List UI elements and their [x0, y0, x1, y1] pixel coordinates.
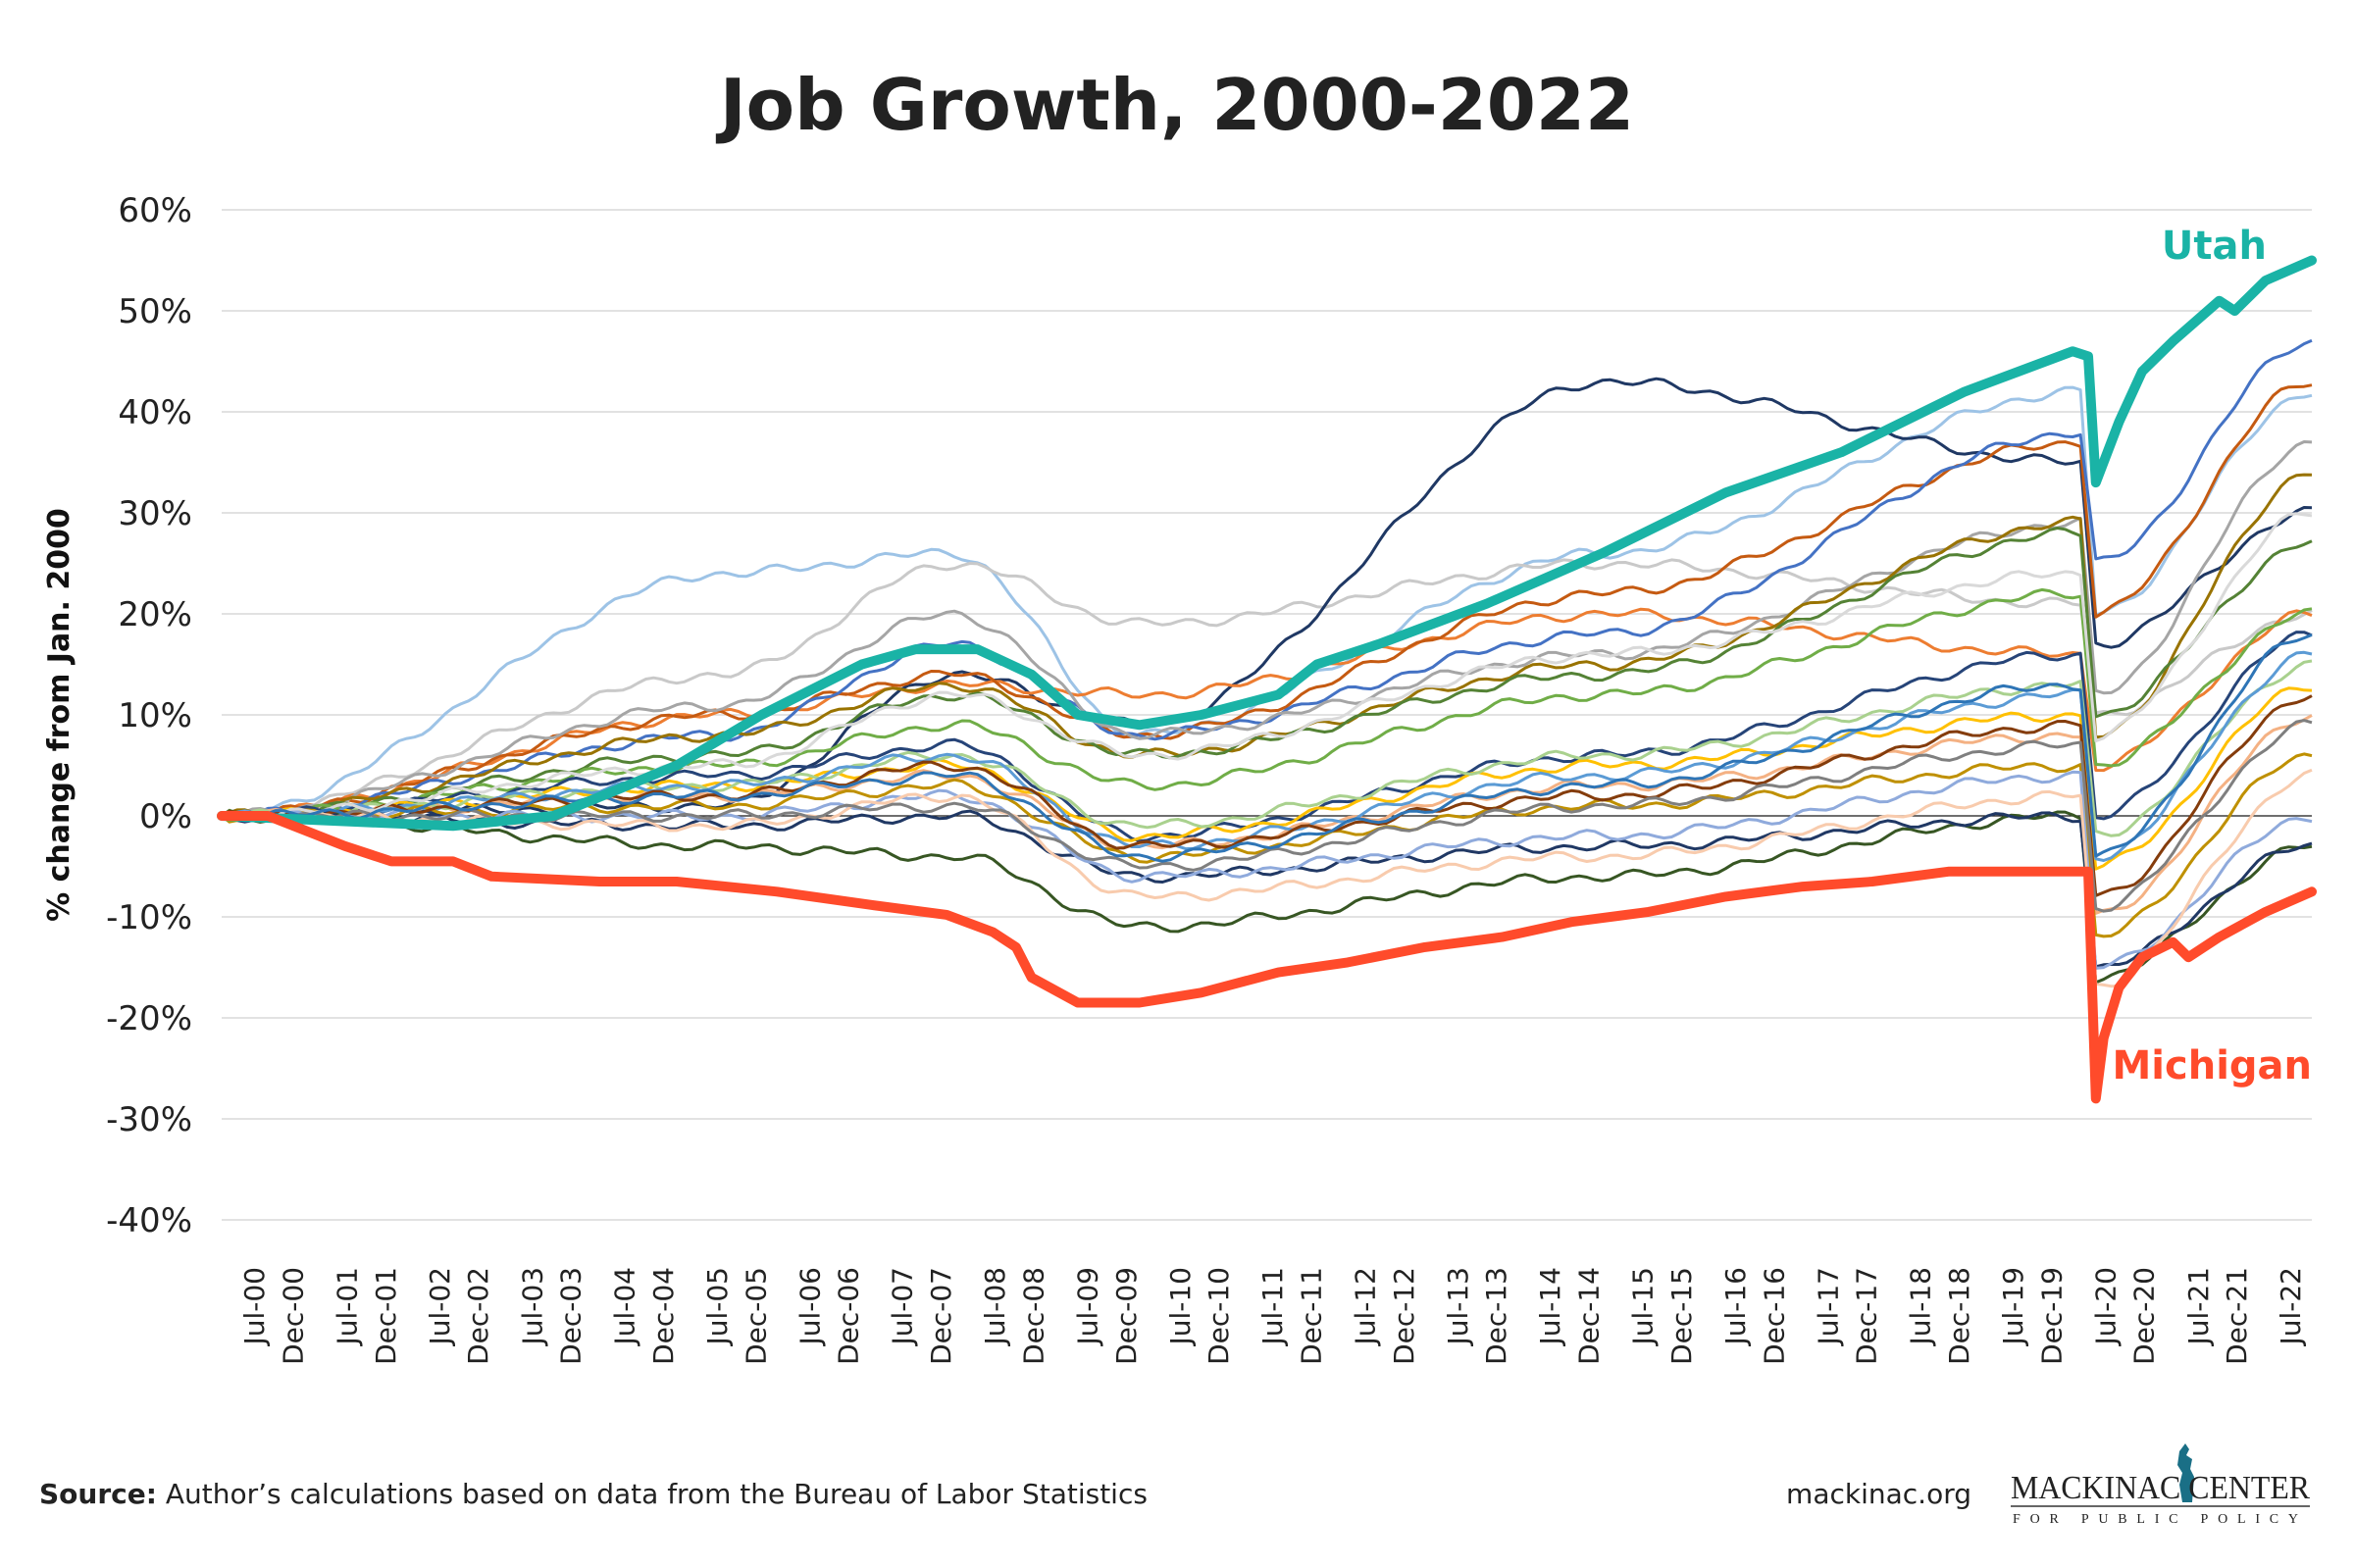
x-tick-label: Jul-20	[2089, 1267, 2122, 1347]
x-tick-label: Jul-02	[424, 1267, 456, 1347]
x-tick-label: Jul-16	[1719, 1267, 1752, 1347]
x-tick-label: Dec-07	[925, 1267, 957, 1365]
x-tick-label: Dec-18	[1943, 1267, 1975, 1365]
x-tick-label: Dec-11	[1295, 1267, 1327, 1365]
y-tick-label: -20%	[106, 999, 192, 1038]
x-tick-label: Dec-02	[462, 1267, 494, 1365]
x-tick-label: Dec-09	[1110, 1267, 1143, 1365]
highlighted-series	[217, 255, 2317, 1104]
y-tick-label: -10%	[106, 898, 192, 937]
y-tick-label: -30%	[106, 1100, 192, 1139]
y-tick-label: 10%	[118, 696, 192, 735]
state-series-line	[221, 527, 2313, 821]
michigan-label: Michigan	[2112, 1043, 2312, 1088]
x-tick-label: Dec-08	[1017, 1267, 1049, 1365]
x-tick-label: Jul-00	[238, 1267, 271, 1347]
state-series	[221, 338, 2313, 988]
state-series-line	[221, 631, 2313, 843]
x-tick-label: Dec-10	[1203, 1267, 1235, 1365]
michigan-series-line	[217, 811, 2317, 1104]
x-tick-label: Dec-21	[2221, 1267, 2253, 1365]
y-tick-label: 20%	[118, 595, 192, 634]
state-series-line	[221, 768, 2313, 988]
x-tick-label: Jul-22	[2275, 1267, 2307, 1347]
y-tick-label: 0%	[139, 797, 192, 836]
x-tick-label: Dec-14	[1573, 1267, 1606, 1365]
x-tick-label: Jul-05	[701, 1267, 734, 1347]
x-tick-label: Jul-18	[1905, 1267, 1937, 1347]
chart-title: Job Growth, 2000-2022	[715, 64, 1634, 146]
x-tick-label: Dec-06	[833, 1267, 865, 1365]
x-tick-label: Jul-14	[1534, 1267, 1566, 1347]
source-text: Author’s calculations based on data from…	[157, 1478, 1148, 1510]
y-tick-labels: 60% 50% 40% 30% 20% 10% 0% -10% -20% -30% -40%	[106, 191, 192, 1240]
x-tick-label: Dec-13	[1480, 1267, 1512, 1365]
x-tick-label: Dec-04	[647, 1267, 680, 1365]
website-link[interactable]: mackinac.org	[1786, 1478, 1971, 1510]
x-tick-label: Jul-06	[793, 1267, 826, 1347]
x-tick-label: Jul-10	[1164, 1267, 1197, 1347]
x-tick-label: Jul-03	[516, 1267, 548, 1347]
x-tick-label: Jul-08	[979, 1267, 1011, 1347]
x-tick-label: Dec-01	[370, 1267, 402, 1365]
x-tick-label: Jul-12	[1350, 1267, 1382, 1347]
x-tick-label: Jul-21	[2182, 1267, 2215, 1347]
x-tick-label: Dec-05	[740, 1267, 772, 1365]
x-tick-label: Dec-17	[1851, 1267, 1883, 1365]
y-tick-label: 50%	[118, 292, 192, 331]
x-tick-label: Jul-11	[1256, 1267, 1289, 1347]
y-tick-label: 60%	[118, 191, 192, 230]
x-tick-label: Dec-19	[2035, 1267, 2068, 1365]
state-series-line	[221, 809, 2313, 969]
logo-main-text: MACKINAC CENTER	[2011, 1470, 2310, 1506]
x-tick-label: Jul-15	[1627, 1267, 1660, 1347]
utah-series-line	[217, 255, 2317, 832]
source-note: Source: Author’s calculations based on d…	[39, 1478, 1148, 1510]
x-tick-label: Jul-17	[1812, 1267, 1844, 1347]
y-tick-label: -40%	[106, 1201, 192, 1240]
utah-label: Utah	[2162, 224, 2267, 269]
x-tick-label: Jul-01	[332, 1267, 364, 1347]
state-series-line	[221, 512, 2313, 823]
michigan-map-icon	[2177, 1443, 2194, 1502]
x-tick-labels: Jul-00 Dec-00 Jul-01 Dec-01 Jul-02 Dec-02 Jul-…	[238, 1267, 2307, 1365]
y-tick-label: 30%	[118, 494, 192, 533]
logo-sub-text: FOR PUBLIC POLICY	[2013, 1512, 2307, 1527]
source-label: Source:	[39, 1478, 157, 1510]
x-tick-label: Dec-20	[2128, 1267, 2161, 1365]
x-tick-label: Dec-15	[1665, 1267, 1698, 1365]
state-series-line	[221, 650, 2313, 862]
state-series-line	[221, 587, 2313, 822]
state-series-line	[221, 659, 2313, 837]
x-tick-label: Jul-04	[609, 1267, 641, 1347]
x-tick-label: Dec-03	[555, 1267, 588, 1365]
state-series-line	[221, 558, 2313, 818]
x-tick-label: Dec-00	[277, 1267, 309, 1365]
x-tick-label: Jul-13	[1442, 1267, 1474, 1347]
logo-rule	[2011, 1505, 2310, 1507]
y-axis-label: % change from Jan. 2000	[42, 508, 77, 922]
gridlines	[222, 209, 2312, 1221]
state-series-line	[221, 633, 2313, 863]
x-tick-label: Jul-09	[1071, 1267, 1103, 1347]
x-tick-label: Jul-07	[887, 1267, 919, 1347]
state-series-line	[221, 473, 2313, 819]
x-tick-label: Dec-12	[1388, 1267, 1420, 1365]
y-tick-label: 40%	[118, 393, 192, 432]
x-tick-label: Dec-16	[1758, 1267, 1790, 1365]
mackinac-logo: MACKINAC CENTER FOR PUBLIC POLICY	[2011, 1443, 2310, 1527]
state-series-line	[221, 607, 2313, 821]
x-tick-label: Jul-19	[1997, 1267, 2029, 1347]
